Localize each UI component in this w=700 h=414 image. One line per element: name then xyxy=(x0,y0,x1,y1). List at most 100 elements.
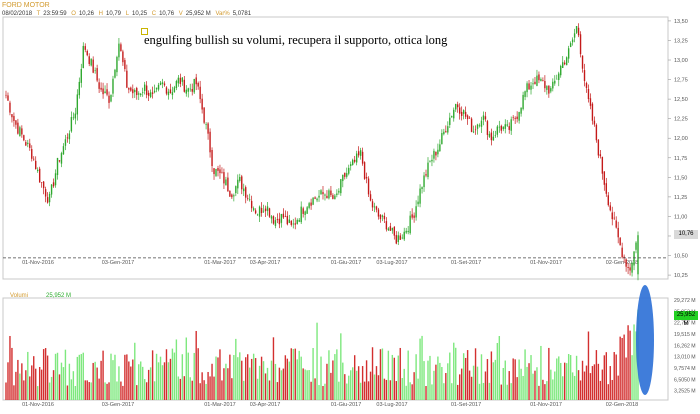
volume-bar xyxy=(195,330,197,400)
candle-body xyxy=(419,188,421,204)
volume-bar xyxy=(540,345,542,400)
candle-body xyxy=(585,83,588,88)
annotation-text[interactable]: engulfing bullish su volumi, recupera il… xyxy=(144,33,448,47)
candle-body xyxy=(122,51,124,63)
volume-bar xyxy=(583,371,586,400)
volume-bar xyxy=(631,355,633,400)
volume-bar xyxy=(304,369,306,400)
volume-bar xyxy=(389,380,392,400)
volume-bar xyxy=(102,350,104,400)
price-tick-label: 13,00 xyxy=(674,58,688,64)
volume-bar xyxy=(94,361,96,400)
candle-body xyxy=(284,216,287,217)
candle-body xyxy=(282,213,285,218)
candle-body xyxy=(591,103,594,121)
volume-bar xyxy=(108,382,110,400)
volume-bar xyxy=(599,380,602,400)
candle-body xyxy=(433,150,435,159)
candle-body xyxy=(298,219,300,222)
candle-body xyxy=(233,195,235,197)
volume-bar xyxy=(552,379,554,400)
candle-body xyxy=(161,82,164,84)
volume-bar xyxy=(320,356,322,400)
candle-body xyxy=(391,227,394,231)
volume-bar xyxy=(472,365,475,400)
volume-bar xyxy=(306,370,308,400)
candle-body xyxy=(25,142,27,146)
volume-bar xyxy=(106,383,108,400)
candle-body xyxy=(387,228,390,231)
volume-bar xyxy=(314,378,316,400)
volume-bar xyxy=(239,352,241,400)
candle-body xyxy=(558,73,560,80)
candle-body xyxy=(526,83,528,93)
volume-x-tick-label: 01-Mar-2017 xyxy=(204,402,236,408)
candle-body xyxy=(46,197,49,203)
candle-body xyxy=(231,194,233,198)
candle-body xyxy=(17,122,19,134)
volume-bar xyxy=(530,355,532,400)
candle-body xyxy=(100,87,102,90)
ohlc-open-key: O xyxy=(71,11,76,17)
candle-body xyxy=(201,98,203,110)
volume-bar xyxy=(413,372,415,400)
candle-body xyxy=(613,217,615,219)
volume-bar xyxy=(159,356,162,400)
volume-bar xyxy=(136,385,138,400)
volume-bar xyxy=(128,361,130,400)
volume-bar xyxy=(562,376,564,400)
ohlc-low-key: L xyxy=(125,11,130,17)
volume-bar xyxy=(441,366,443,400)
volume-bar xyxy=(256,378,259,400)
volume-bar xyxy=(344,374,346,400)
candle-body xyxy=(68,133,71,140)
volume-bar xyxy=(310,381,312,400)
candle-body xyxy=(114,69,116,78)
candle-body xyxy=(258,206,261,217)
candle-body xyxy=(92,59,94,73)
volume-bar xyxy=(387,350,390,400)
candle-body xyxy=(124,60,126,70)
candle-body xyxy=(516,116,518,119)
volume-bar xyxy=(571,372,574,400)
ohlc-volume: 25,952 M xyxy=(185,11,211,17)
volume-bar xyxy=(118,366,120,400)
candle-body xyxy=(457,104,459,108)
candle-body xyxy=(296,219,298,224)
volume-bar xyxy=(560,362,562,400)
candle-body xyxy=(474,129,477,131)
volume-bar xyxy=(625,357,627,400)
price-x-tick-label: 03-Lug-2017 xyxy=(376,260,407,266)
volume-tick-label: 29,272 M xyxy=(674,298,696,304)
volume-bar xyxy=(98,378,100,400)
volume-bar xyxy=(130,366,132,400)
candle-body xyxy=(54,173,57,186)
volume-bar xyxy=(114,354,116,400)
annotation-handle[interactable] xyxy=(141,28,148,35)
candle-body xyxy=(361,151,364,164)
volume-bar xyxy=(284,355,287,400)
volume-bar xyxy=(336,349,338,400)
candle-body xyxy=(286,215,289,225)
candle-body xyxy=(560,65,562,76)
candle-body xyxy=(142,92,144,93)
volume-bar xyxy=(324,383,326,400)
candle-body xyxy=(375,206,378,210)
volume-x-tick-label: 01-Nov-2016 xyxy=(22,402,54,408)
volume-bar xyxy=(361,366,364,400)
volume-bar xyxy=(27,351,29,400)
volume-bar xyxy=(357,366,360,400)
volume-bar xyxy=(429,355,431,400)
volume-bar xyxy=(213,376,215,400)
volume-bar xyxy=(411,384,413,400)
candle-body xyxy=(466,115,469,120)
candle-body xyxy=(197,82,199,87)
candle-body xyxy=(243,188,245,192)
volume-bar xyxy=(617,375,619,400)
price-x-tick-label: 01-Set-2017 xyxy=(451,260,481,266)
volume-bar xyxy=(183,376,186,400)
volume-bar xyxy=(177,376,180,400)
candle-body xyxy=(262,210,265,212)
volume-tick-label: 16,262 M xyxy=(674,343,696,349)
volume-bar xyxy=(563,362,566,400)
